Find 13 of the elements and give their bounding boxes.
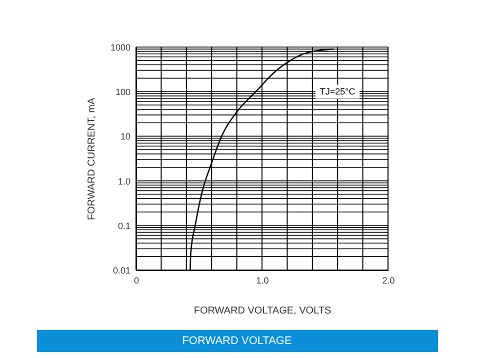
annotation: TJ=25°C xyxy=(320,86,356,97)
y-tick-label: 0.1 xyxy=(118,220,130,231)
x-tick-label: 1.0 xyxy=(256,276,269,286)
text: FORWARD VOLTAGE xyxy=(182,335,292,347)
y-tick-label: 1000 xyxy=(110,42,130,52)
x-tick-label: 0 xyxy=(134,276,140,286)
y-tick-label: 0.01 xyxy=(112,266,130,276)
y-tick-label: 1.0 xyxy=(118,176,130,186)
x-tick-label: 2.0 xyxy=(382,276,395,286)
x-axis-title: FORWARD VOLTAGE, VOLTS xyxy=(194,306,332,316)
y-tick-label: 100 xyxy=(115,87,130,98)
y-axis-title: FORWARD CURRENT, mA xyxy=(86,98,98,220)
y-tick-label: 10 xyxy=(120,132,130,142)
